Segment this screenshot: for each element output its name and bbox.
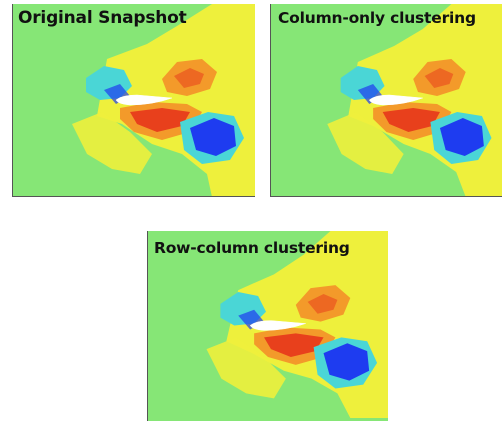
airfoil-shape [115,94,173,106]
blue-vortex-core [323,343,370,381]
contour-plot-original [12,4,255,197]
airfoil-shape [249,320,306,331]
orange-upper-core [424,68,454,88]
panel-column-only-clustering: Column-only clustering [270,4,502,197]
red-wake [130,108,190,132]
orange-upper-core [174,68,204,88]
panel-title: Row-column clustering [154,239,350,257]
orange-upper-core [307,294,338,314]
airfoil-shape [368,94,423,106]
red-wake [382,108,440,132]
contour-layers [147,231,388,421]
y-axis-line [147,231,148,421]
blue-vortex-core [190,118,236,156]
y-axis-line [12,4,13,197]
panel-row-column-clustering: Row-column clustering [147,231,388,421]
contour-layers [12,4,255,197]
contour-plot-column-only [270,4,502,197]
x-axis-line [270,196,502,197]
y-axis-line [270,4,271,197]
blue-vortex-core [439,118,484,156]
yellow-fringe [327,112,404,174]
panel-title: Column-only clustering [278,9,476,27]
yellow-fringe [206,337,286,399]
contour-layers [270,4,502,197]
yellow-fringe [72,112,152,174]
x-axis-line [12,196,255,197]
panel-original-snapshot: Original Snapshot [12,4,255,197]
red-wake [264,333,324,358]
panel-title: Original Snapshot [18,8,187,28]
contour-plot-row-column [147,231,388,421]
